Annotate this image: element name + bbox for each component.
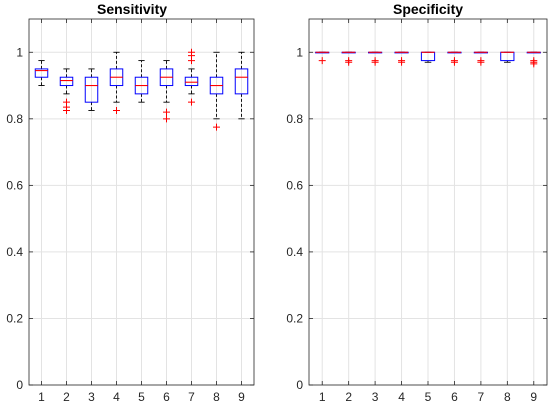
specificity-ytick-label: 1 [296, 45, 303, 59]
specificity-xtick-label: 9 [530, 390, 537, 404]
specificity-ytick-label: 0.4 [286, 245, 303, 259]
sensitivity-outlier-point [188, 48, 195, 56]
sensitivity-ytick-label: 0.8 [6, 112, 23, 126]
specificity-ytick-label: 0.8 [286, 112, 303, 126]
sensitivity-box-1 [34, 60, 49, 86]
sensitivity-outlier-point [163, 115, 170, 123]
specificity-xtick-label: 2 [345, 390, 352, 404]
sensitivity-xtick-label: 9 [238, 390, 245, 404]
specificity-box-8 [500, 51, 515, 63]
sensitivity-outlier-point [163, 108, 170, 116]
specificity-box-2 [341, 51, 356, 66]
sensitivity-xtick-label: 3 [88, 390, 95, 404]
sensitivity-box-body [59, 76, 74, 87]
sensitivity-xtick-label: 1 [38, 390, 45, 404]
sensitivity-box-8 [209, 51, 224, 131]
specificity-ytick-label: 0 [296, 378, 303, 392]
specificity-outlier-point [530, 57, 538, 65]
specificity-box-7 [473, 51, 488, 66]
specificity-outlier-point [477, 57, 485, 65]
sensitivity-xtick-label: 2 [63, 390, 70, 404]
specificity-ytick-label: 0.2 [286, 311, 303, 325]
specificity-xtick-label: 4 [398, 390, 405, 404]
specificity-box-6 [447, 51, 462, 66]
specificity-xtick-label: 3 [372, 390, 379, 404]
specificity-xtick-label: 6 [451, 390, 458, 404]
sensitivity-ytick-label: 0.4 [6, 245, 23, 259]
specificity-outlier-point [371, 57, 379, 65]
specificity-xtick-label: 5 [425, 390, 432, 404]
specificity-xtick-label: 7 [478, 390, 485, 404]
sensitivity-xtick-label: 6 [163, 390, 170, 404]
sensitivity-box-7 [184, 48, 199, 106]
sensitivity-xtick-label: 4 [113, 390, 120, 404]
sensitivity-outlier-point [188, 98, 195, 106]
specificity-box-1 [315, 51, 330, 65]
sensitivity-xtick-label: 8 [213, 390, 220, 404]
specificity-panel: 0 0.2 0.4 0.6 0.8 1 1 2 3 4 5 6 7 8 9 Specificity [286, 1, 548, 404]
sensitivity-outlier-point [113, 107, 120, 114]
sensitivity-box-2 [59, 68, 74, 114]
specificity-box-3 [368, 51, 383, 66]
sensitivity-box-body [234, 68, 249, 95]
sensitivity-title: Sensitivity [97, 1, 167, 17]
sensitivity-box-4 [109, 51, 124, 114]
sensitivity-ytick-label: 0 [16, 378, 23, 392]
specificity-ytick-label: 0.6 [286, 178, 303, 192]
sensitivity-xtick-label: 7 [188, 390, 195, 404]
specificity-outlier-point [318, 57, 326, 65]
sensitivity-outlier-point [213, 123, 220, 131]
specificity-outlier-point [398, 57, 406, 65]
specificity-xtick-label: 1 [319, 390, 326, 404]
sensitivity-ytick-label: 0.2 [6, 311, 23, 325]
sensitivity-box-6 [159, 60, 174, 123]
specificity-box-4 [394, 51, 409, 66]
sensitivity-box-9 [234, 51, 249, 120]
sensitivity-box-3 [84, 68, 99, 111]
sensitivity-ytick-label: 1 [16, 45, 23, 59]
specificity-title: Specificity [393, 1, 463, 17]
sensitivity-box-body [184, 76, 199, 87]
specificity-outlier-point [345, 57, 353, 65]
sensitivity-xtick-label: 5 [138, 390, 145, 404]
sensitivity-outlier-point [63, 98, 70, 106]
sensitivity-box-body [34, 68, 49, 78]
specificity-box-5 [420, 51, 436, 63]
sensitivity-panel: 0 0.2 0.4 0.6 0.8 1 1 2 3 4 5 6 7 8 9 Sensitivity [6, 1, 255, 404]
specificity-box-9 [526, 51, 541, 68]
specificity-xtick-label: 8 [504, 390, 511, 404]
sensitivity-box-5 [134, 60, 149, 103]
sensitivity-box-body [84, 76, 99, 103]
specificity-outlier-point [450, 57, 458, 65]
sensitivity-ytick-label: 0.6 [6, 178, 23, 192]
